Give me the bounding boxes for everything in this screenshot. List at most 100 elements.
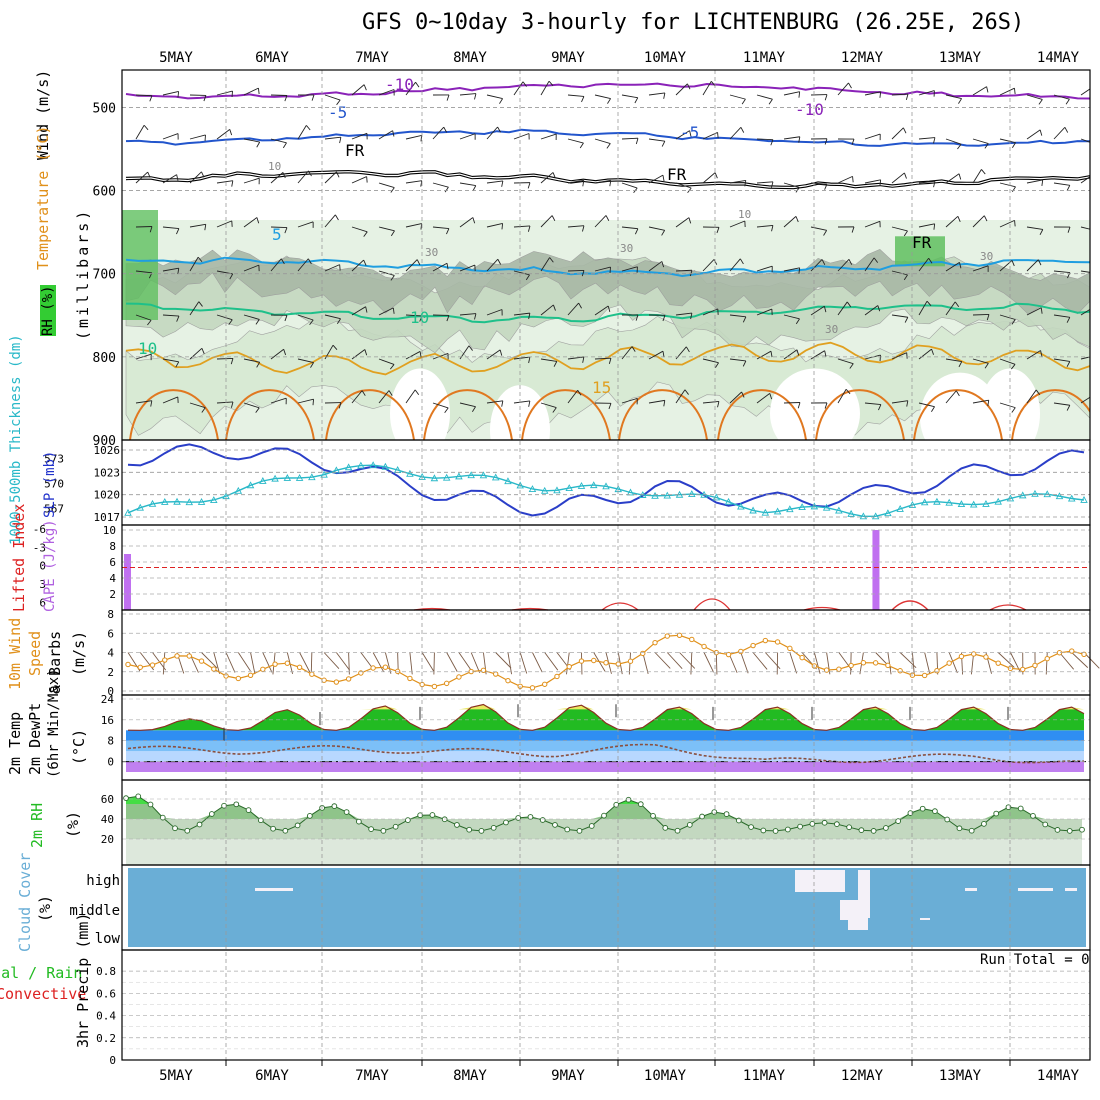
thickness-point xyxy=(320,470,328,478)
rh-point xyxy=(490,824,497,831)
ua-wind-barb xyxy=(216,314,233,321)
ua-wind-barb-feather xyxy=(501,400,504,407)
ua-wind-barb xyxy=(999,314,1016,320)
thickness-point xyxy=(381,462,390,470)
rh-point xyxy=(159,814,166,821)
ua-wind-barb xyxy=(1053,402,1070,406)
rh2m-ylabel-units: (%) xyxy=(64,810,82,838)
rh-point xyxy=(429,812,436,818)
ua-wind-barb-feather xyxy=(879,91,882,98)
ua-wind-barb xyxy=(756,393,771,404)
ua-wind-barb-feather xyxy=(527,225,531,232)
ua-wind-barb xyxy=(756,181,773,184)
wind10-barb xyxy=(789,652,798,674)
ua-wind-barb-feather xyxy=(824,94,828,101)
rh-point xyxy=(123,795,129,801)
ua-wind-barb xyxy=(486,349,501,360)
ua-wind-barb-feather xyxy=(255,407,260,413)
ua-wind-barb-feather xyxy=(798,136,801,143)
isotherm-20-arch xyxy=(423,389,513,440)
ua-wind-barb-feather xyxy=(147,319,152,326)
ua-wind-barb-feather xyxy=(852,176,854,183)
wind10-speed-point xyxy=(394,668,401,675)
ua-wind-barb xyxy=(891,270,908,276)
rh-point xyxy=(478,828,485,834)
rh-point xyxy=(699,813,705,820)
ua-wind-barb-feather xyxy=(795,216,799,223)
day-label-bottom: 11MAY xyxy=(743,1068,786,1084)
thickness-point xyxy=(467,471,475,479)
wind10-speed-point xyxy=(701,643,707,650)
ua-wind-barb xyxy=(324,136,341,140)
ua-wind-barb-feather xyxy=(741,391,745,398)
cloud-ylabel-units: (%) xyxy=(36,894,54,922)
ua-wind-barb xyxy=(945,215,959,228)
rh-point xyxy=(601,812,607,819)
ua-wind-barb xyxy=(486,126,498,140)
ua-wind-barb xyxy=(972,169,982,184)
ua-wind-barb xyxy=(594,215,607,228)
rh-contour-label: 10 xyxy=(268,160,281,173)
wind10-barb xyxy=(654,652,671,669)
ua-wind-barb xyxy=(729,180,746,184)
ua-wind-barb-feather xyxy=(230,358,234,365)
ua-wind-barb xyxy=(459,402,476,408)
wind10-speed-point xyxy=(542,681,548,687)
wind10-speed-point xyxy=(725,651,732,658)
day-label-top: 5MAY xyxy=(159,50,193,66)
wind10-barb xyxy=(421,652,435,672)
rh-tick-label: 40 xyxy=(101,813,114,826)
ua-wind-barb xyxy=(378,358,395,365)
thickness-point xyxy=(173,497,181,505)
ua-wind-barb xyxy=(1026,226,1043,230)
li-series-bump xyxy=(601,602,639,611)
isotherm-20-arch xyxy=(618,389,708,440)
ua-wind-barb xyxy=(648,261,663,272)
ua-wind-barb xyxy=(567,269,585,272)
ua-wind-barb-feather xyxy=(201,407,206,413)
temp2m-ylabel-3: (6hr Min/Max) xyxy=(46,668,62,778)
ua-ylabel-rh: RH (%) xyxy=(40,285,56,336)
rh-band-0 xyxy=(126,839,1082,865)
ua-wind-barb-feather xyxy=(957,143,962,150)
ua-wind-barb xyxy=(621,182,638,189)
isotherm-5 xyxy=(125,256,1090,278)
ua-wind-barb-feather xyxy=(771,225,774,232)
thickness-point xyxy=(295,474,304,481)
thickness-point xyxy=(271,474,279,482)
ua-wind-barb-feather xyxy=(685,346,690,353)
ua-wind-barb xyxy=(783,216,797,228)
ua-wind-barb xyxy=(945,94,962,100)
thickness-point xyxy=(246,481,255,489)
li-series-bump xyxy=(989,604,1027,611)
isotherm-label: 5 xyxy=(272,225,282,244)
rh-band-20 xyxy=(126,819,1082,839)
ua-wind-barb xyxy=(162,358,179,363)
ua-wind-barb-feather xyxy=(552,304,556,311)
thickness-point xyxy=(479,471,488,479)
ua-wind-barb-feather xyxy=(607,305,611,312)
ua-wind-barb xyxy=(567,356,584,360)
ua-wind-barb-feather xyxy=(688,217,692,224)
temp-band xyxy=(126,761,1084,772)
thickness-point xyxy=(540,486,549,494)
day-label-bottom: 13MAY xyxy=(939,1068,982,1084)
ua-wind-barb-feather xyxy=(634,228,639,235)
precip-tick-label: 0 xyxy=(109,1054,116,1067)
thickness-point xyxy=(920,498,929,506)
ua-wind-barb-feather xyxy=(933,181,936,188)
ua-wind-barb-feather xyxy=(468,345,473,351)
ua-wind-barb xyxy=(540,80,550,96)
dewpoint-line xyxy=(127,743,1085,764)
ua-wind-barb xyxy=(243,264,260,272)
ua-wind-barb xyxy=(1080,176,1090,184)
ua-wind-barb xyxy=(945,358,962,363)
rh-point xyxy=(380,827,387,834)
rh-point xyxy=(208,811,215,817)
ua-wind-barb-feather xyxy=(338,402,342,409)
temp2m-ylabel-1: 2m Temp xyxy=(6,711,24,775)
rh-point xyxy=(539,817,546,823)
wind10-barb xyxy=(470,652,481,673)
thickness-point xyxy=(455,472,463,480)
wind10-barb xyxy=(715,652,718,675)
